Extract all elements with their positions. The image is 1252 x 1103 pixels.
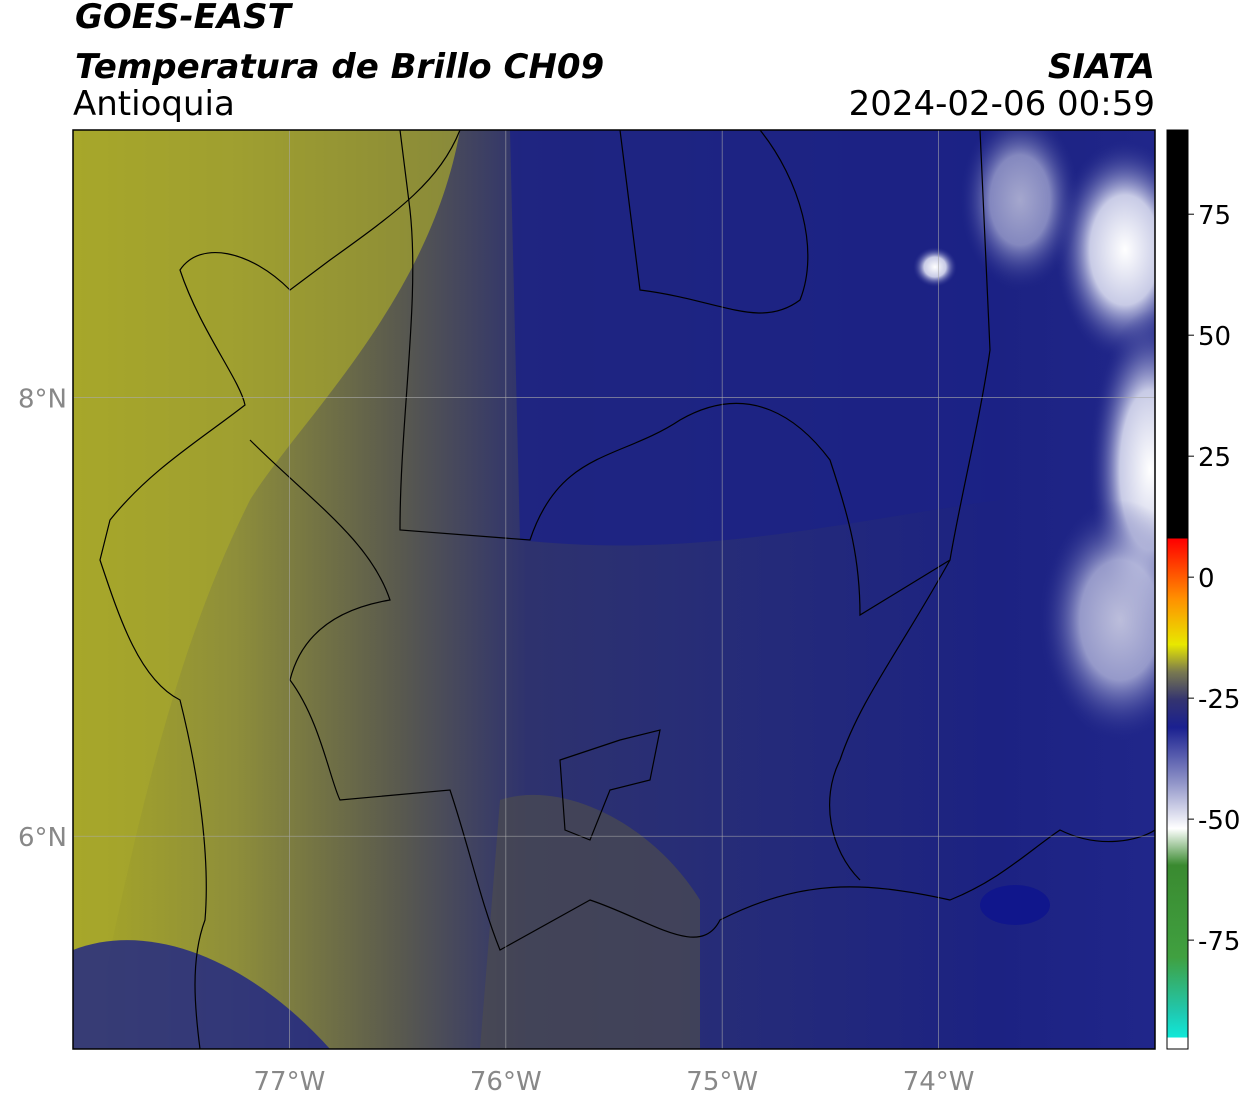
x-tick-label: 76°W (470, 1067, 542, 1097)
colorbar-tick-label: 50 (1198, 322, 1231, 352)
colorbar-tick-label: -25 (1198, 685, 1240, 715)
region: Antioquia (73, 84, 235, 124)
map-frame (72, 129, 1156, 1050)
colorbar-tick-label: 75 (1198, 201, 1231, 231)
x-tick-label: 75°W (686, 1067, 758, 1097)
colorbar-tick-label: -75 (1198, 927, 1240, 957)
satellite-field (73, 130, 1155, 1049)
y-tick-label: 6°N (18, 823, 67, 853)
graticule (73, 130, 1155, 1049)
colorbar-tick-label: -50 (1198, 806, 1240, 836)
source: SIATA (1048, 47, 1155, 87)
x-tick-label: 77°W (254, 1067, 326, 1097)
colorbar-tick-label: 25 (1198, 443, 1231, 473)
colorbar (1166, 129, 1189, 1050)
datetime: 2024-02-06 00:59 (849, 84, 1155, 124)
x-tick-label: 74°W (903, 1067, 975, 1097)
y-tick-label: 8°N (18, 385, 67, 415)
title: GOES-EAST (75, 0, 294, 37)
colorbar-tick-label: 0 (1198, 564, 1215, 594)
subtitle: Temperatura de Brillo CH09 (75, 47, 604, 87)
